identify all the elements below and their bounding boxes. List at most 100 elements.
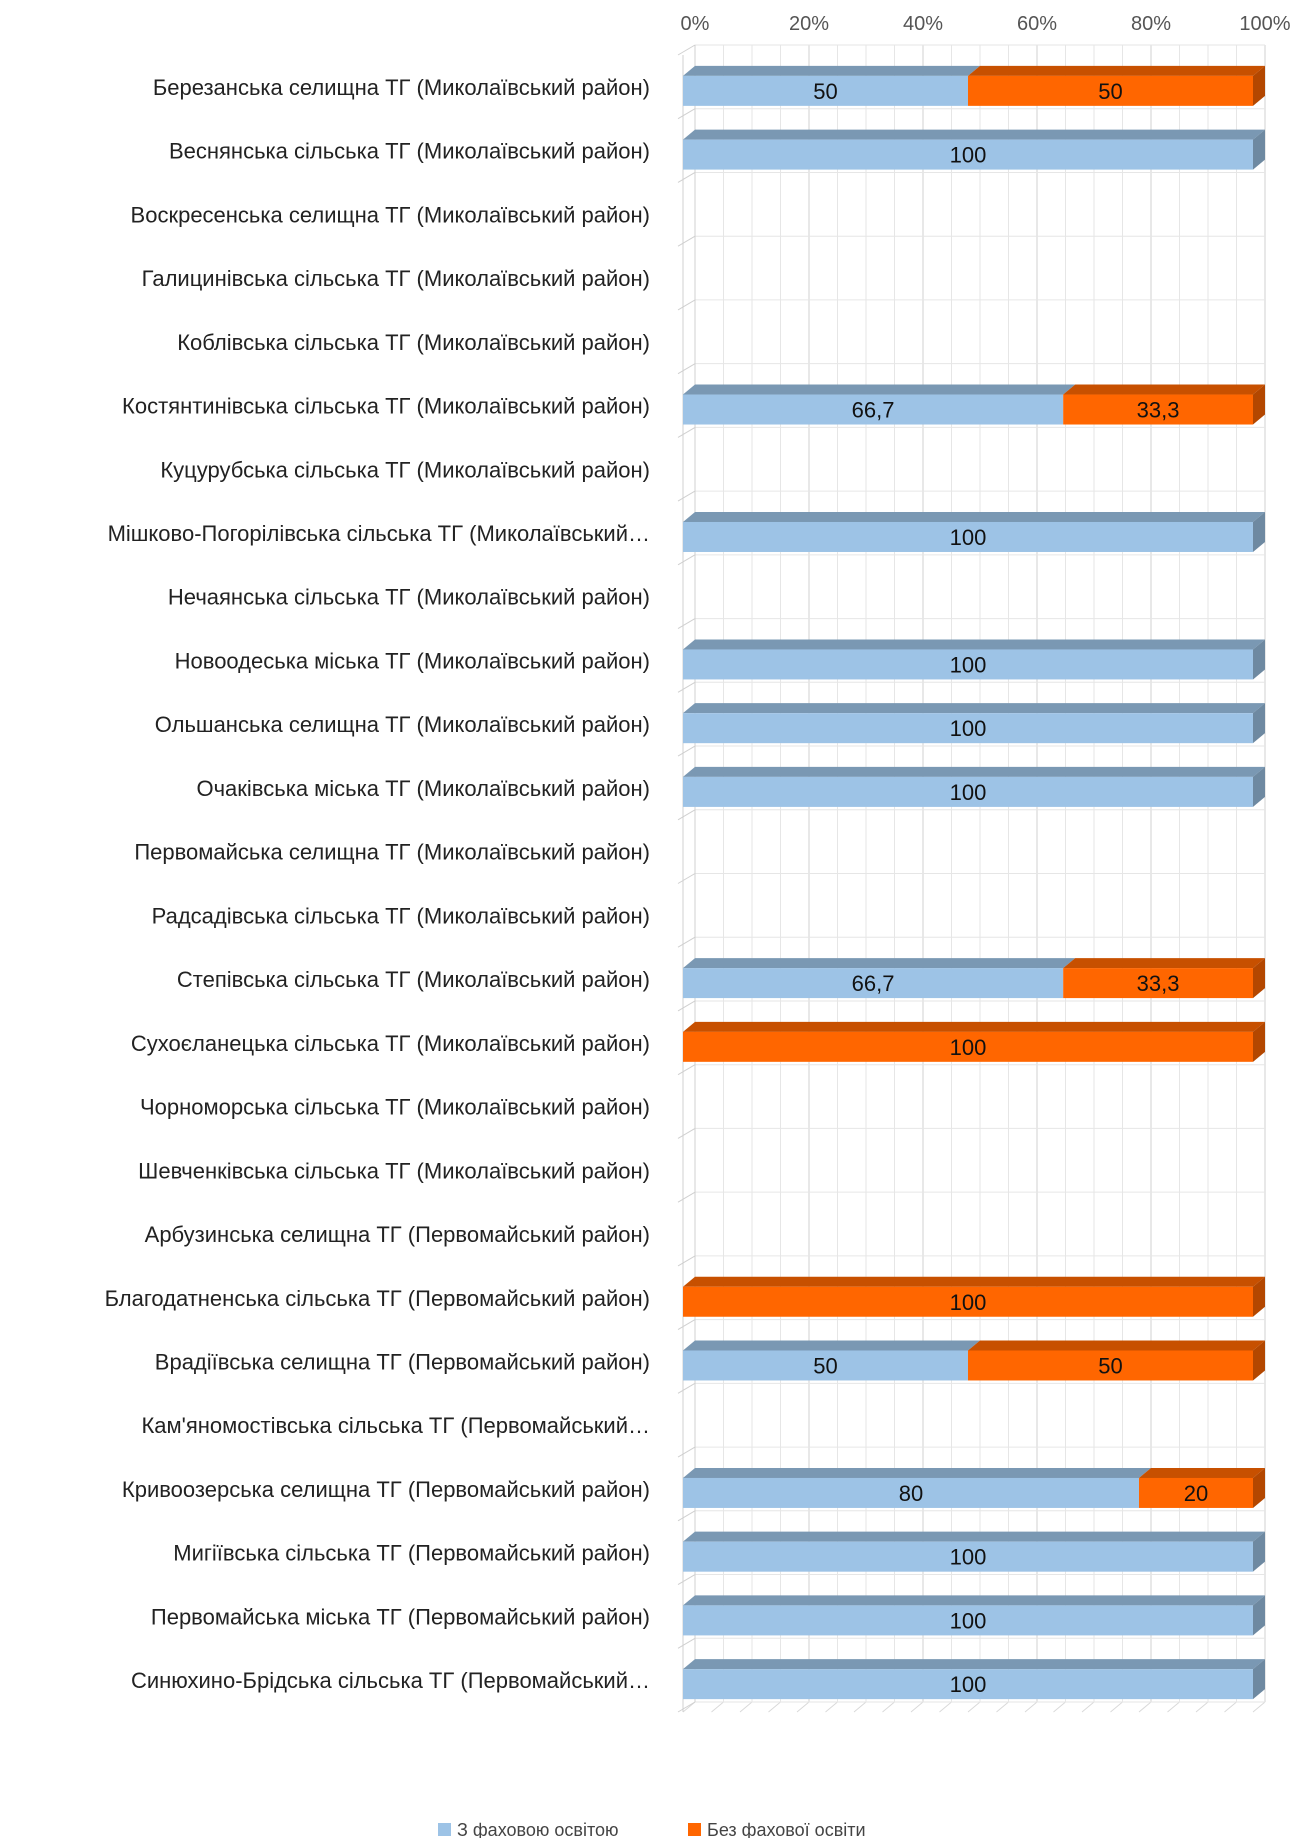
category-labels: Березанська селищна ТГ (Миколаївський ра… <box>105 75 650 1693</box>
bar-without-education-top <box>1063 384 1265 395</box>
bar-with-education-top <box>683 1659 1265 1670</box>
category-label: Куцурубська сільська ТГ (Миколаївський р… <box>160 457 650 482</box>
gridlines <box>677 44 1266 1713</box>
bars: 50 50 100 66,7 33,3 100 100 100 100 66,7 33,3 100 10… <box>683 65 1265 1700</box>
category-label: Новоодеська міська ТГ (Миколаївський рай… <box>175 648 650 673</box>
bar-with-education-top <box>683 511 1265 522</box>
gridline-floor <box>910 1701 924 1713</box>
bar-without-education-top <box>1139 1467 1265 1478</box>
bar-with-education <box>683 139 1253 170</box>
bar-without-education-top <box>968 65 1265 76</box>
gridline-side <box>677 235 696 247</box>
bar-without-education-side <box>1253 958 1265 999</box>
gridline-floor <box>1053 1701 1066 1713</box>
data-label: 66,7 <box>852 398 895 423</box>
bar-with-education <box>683 649 1253 680</box>
gridline-side <box>677 1064 696 1076</box>
gridline-side <box>677 1319 696 1331</box>
gridline-side <box>677 363 696 375</box>
gridline-side <box>677 490 696 502</box>
gridline-side <box>677 745 696 757</box>
bar-without-education <box>968 1350 1253 1381</box>
category-label: Первомайська міська ТГ (Первомайський ра… <box>151 1604 650 1629</box>
gridline-floor <box>739 1701 753 1713</box>
gridline-floor <box>1024 1701 1038 1713</box>
bar-with-education-side <box>1253 1659 1265 1700</box>
gridline-side <box>677 108 696 120</box>
bar-without-education <box>683 1031 1253 1062</box>
gridline-floor <box>853 1701 867 1713</box>
gridline-side <box>677 1000 696 1012</box>
bar-with-education-top <box>683 1340 980 1351</box>
gridline-side <box>677 1127 696 1139</box>
bar-without-education-top <box>1063 958 1265 969</box>
bar-with-education-top <box>683 384 1076 395</box>
gridline-floor <box>1224 1701 1237 1713</box>
category-label: Галицинівська сільська ТГ (Миколаївський… <box>142 266 650 291</box>
bar-without-education-top <box>683 1276 1265 1287</box>
gridline-floor <box>1081 1701 1095 1713</box>
category-label: Сухоєланецька сільська ТГ (Миколаївський… <box>131 1031 650 1056</box>
gridline-side <box>677 554 696 566</box>
gridline-floor <box>1110 1701 1123 1713</box>
category-label: Нечаянська сільська ТГ (Миколаївський ра… <box>168 585 650 610</box>
data-label: 33,3 <box>1137 398 1180 423</box>
data-label: 100 <box>950 716 987 741</box>
legend-swatch-without-education <box>688 1823 701 1836</box>
bar-without-education-side <box>1253 384 1265 425</box>
category-label: Благодатненська сільська ТГ (Первомайськ… <box>105 1286 650 1311</box>
bar-without-education <box>1063 394 1253 425</box>
bar-with-education-side <box>1253 511 1265 552</box>
category-label: Арбузинська селищна ТГ (Первомайський ра… <box>145 1222 650 1247</box>
gridline-side <box>677 1574 696 1585</box>
data-label: 80 <box>899 1481 923 1506</box>
bar-with-education-top <box>683 766 1265 777</box>
bar-with-education <box>683 968 1064 999</box>
gridline-side <box>677 1446 696 1458</box>
bar-without-education-side <box>1253 65 1265 106</box>
bar-with-education-side <box>1253 703 1265 744</box>
data-label: 50 <box>813 79 837 104</box>
bar-without-education-side <box>1253 1021 1265 1062</box>
gridline-side <box>677 618 696 630</box>
bar-with-education-top <box>683 65 980 76</box>
bar-with-education-side <box>1253 639 1265 680</box>
bar-without-education <box>1139 1477 1253 1508</box>
data-label: 100 <box>950 1545 987 1570</box>
category-label: Мигіївська сільська ТГ (Первомайський ра… <box>173 1541 650 1566</box>
gridline-floor <box>1195 1701 1209 1713</box>
gridline-floor <box>768 1701 781 1713</box>
bar-without-education <box>683 1286 1253 1317</box>
gridline-side <box>677 681 696 693</box>
data-label: 50 <box>1098 79 1122 104</box>
gridline-floor <box>967 1701 981 1713</box>
gridline-side <box>677 299 696 311</box>
data-label: 33,3 <box>1137 971 1180 996</box>
x-tick-label: 80% <box>1131 13 1171 35</box>
category-label: Кривоозерська селищна ТГ (Первомайський … <box>122 1477 650 1502</box>
data-label: 100 <box>950 780 987 805</box>
category-label: Кам'яномостівська сільська ТГ (Первомайс… <box>141 1413 650 1438</box>
bar-with-education-side <box>1253 766 1265 807</box>
category-label: Врадіївська селищна ТГ (Первомайський ра… <box>155 1349 650 1374</box>
gridline-floor <box>1138 1701 1152 1713</box>
gridline-side <box>677 426 696 438</box>
category-label: Веснянська сільська ТГ (Миколаївський ра… <box>169 139 650 164</box>
category-label: Костянтинівська сільська ТГ (Миколаївськ… <box>122 394 650 419</box>
bar-with-education <box>683 75 968 106</box>
gridline-floor <box>1252 1701 1266 1713</box>
gridline-side <box>677 1255 696 1267</box>
data-label: 50 <box>813 1353 837 1378</box>
bar-with-education <box>683 1350 968 1381</box>
bar-with-education-top <box>683 1531 1265 1542</box>
bar-with-education <box>683 1541 1253 1572</box>
category-label: Радсадівська сільська ТГ (Миколаївський … <box>152 903 650 928</box>
category-label: Коблівська сільська ТГ (Миколаївський ра… <box>177 330 650 355</box>
bar-with-education <box>683 394 1064 425</box>
gridline-side <box>677 44 696 56</box>
bar-with-education-top <box>683 129 1265 140</box>
x-tick-label: 0% <box>681 13 710 35</box>
gridline-side <box>677 1701 696 1713</box>
bar-with-education-side <box>1253 1595 1265 1636</box>
